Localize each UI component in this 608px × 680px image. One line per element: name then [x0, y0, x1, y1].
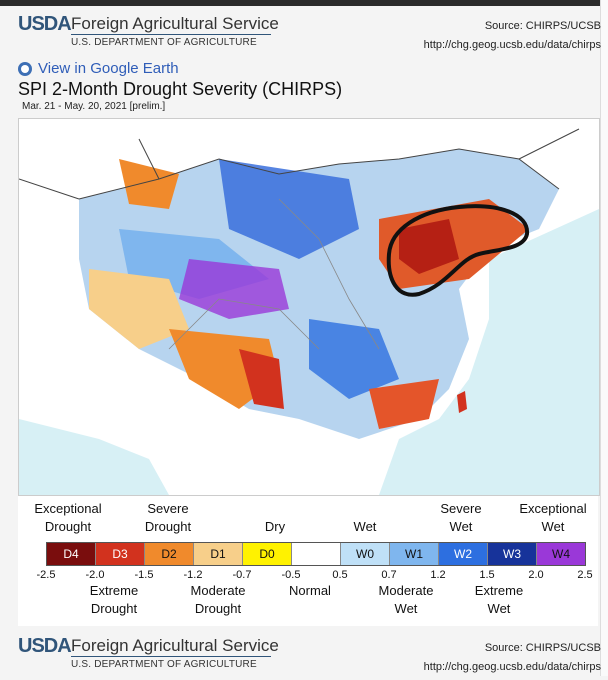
page-header: USDA Foreign Agricultural Service U.S. D…	[18, 10, 603, 58]
legend-tick: -1.2	[183, 569, 203, 581]
legend-class-d4: D4	[47, 543, 96, 565]
legend-tick: -0.5	[281, 569, 301, 581]
legend-top-label: Severe Drought	[144, 501, 192, 534]
legend-class-w1: W1	[390, 543, 439, 565]
globe-icon	[18, 61, 32, 76]
wet-zone-purple	[179, 259, 289, 319]
agency-name: Foreign Agricultural Service	[71, 14, 279, 33]
ocean	[379, 209, 599, 495]
legend-bottom-label: Moderate Wet	[378, 583, 434, 616]
highlight-annotation	[386, 204, 530, 297]
border-lines	[19, 128, 580, 200]
legend-bottom-label: Moderate Drought	[190, 583, 246, 616]
legend-top-label: Exceptional Drought	[34, 501, 102, 534]
drought-map[interactable]	[18, 118, 600, 496]
dry-zone-northwest	[119, 159, 179, 209]
legend-class-w2: W2	[439, 543, 488, 565]
legend-tick: -2.0	[85, 569, 105, 581]
window-top-edge	[0, 0, 608, 6]
agency-name-footer: Foreign Agricultural Service	[71, 636, 279, 655]
google-earth-link[interactable]: View in Google Earth	[18, 60, 179, 77]
legend-class-normal	[292, 543, 341, 565]
source-text: Source: CHIRPS/UCSB	[484, 20, 601, 32]
map-title: SPI 2-Month Drought Severity (CHIRPS)	[18, 79, 343, 99]
legend-class-d3: D3	[96, 543, 145, 565]
taiwan	[457, 391, 467, 413]
legend-tick: 2.0	[528, 569, 544, 581]
legend-tick: 0.7	[381, 569, 397, 581]
legend-class-w3: W3	[488, 543, 537, 565]
legend: Exceptional Drought Severe Drought Dry Wet…	[18, 496, 598, 626]
usda-logo-footer: USDA	[18, 635, 72, 657]
page-footer: USDA Foreign Agricultural Service U.S. D…	[18, 632, 603, 680]
legend-bottom-label: Normal	[289, 583, 331, 598]
legend-class-d0: D0	[243, 543, 292, 565]
legend-tick: 1.5	[479, 569, 495, 581]
header-rule	[71, 34, 271, 35]
legend-class-w0: W0	[341, 543, 390, 565]
map-subtitle: Mar. 21 - May. 20, 2021 [prelim.]	[22, 101, 166, 112]
google-earth-label[interactable]: View in Google Earth	[38, 60, 179, 77]
window-right-edge	[600, 0, 608, 676]
legend-class-d2: D2	[145, 543, 194, 565]
source-url-footer[interactable]: http://chg.geog.ucsb.edu/data/chirps	[423, 661, 601, 673]
ocean-southwest	[19, 419, 169, 495]
department-name-footer: U.S. DEPARTMENT OF AGRICULTURE	[71, 659, 257, 670]
map-canvas	[19, 119, 599, 495]
wet-zone-central	[309, 319, 399, 399]
legend-top-label: Dry	[264, 519, 286, 534]
drought-zone-southeast	[369, 379, 439, 429]
legend-tick: 2.5	[577, 569, 593, 581]
legend-top-label: Wet	[353, 519, 377, 534]
legend-top-label: Severe Wet	[440, 501, 482, 534]
legend-top-label: Exceptional Wet	[519, 501, 587, 534]
border-line-north	[78, 148, 560, 200]
drought-zone-tibet	[239, 349, 284, 409]
drought-core-northeast	[399, 219, 459, 274]
legend-tick: 1.2	[430, 569, 446, 581]
source-text-footer: Source: CHIRPS/UCSB	[484, 642, 601, 654]
usda-logo: USDA	[18, 13, 72, 35]
legend-bottom-label: Extreme Wet	[474, 583, 524, 616]
footer-rule	[71, 656, 271, 657]
province-lines	[168, 198, 380, 350]
source-url[interactable]: http://chg.geog.ucsb.edu/data/chirps	[423, 39, 601, 51]
legend-class-d1: D1	[194, 543, 243, 565]
legend-class-w4: W4	[537, 543, 585, 565]
department-name: U.S. DEPARTMENT OF AGRICULTURE	[71, 37, 257, 48]
legend-tick: 0.5	[332, 569, 348, 581]
dry-zone-west	[89, 269, 189, 349]
legend-tick: -1.5	[134, 569, 154, 581]
legend-color-bar: D4 D3 D2 D1 D0 W0 W1 W2 W3 W4	[46, 542, 586, 566]
legend-tick: -2.5	[36, 569, 56, 581]
legend-tick: -0.7	[232, 569, 252, 581]
legend-bottom-label: Extreme Drought	[89, 583, 139, 616]
